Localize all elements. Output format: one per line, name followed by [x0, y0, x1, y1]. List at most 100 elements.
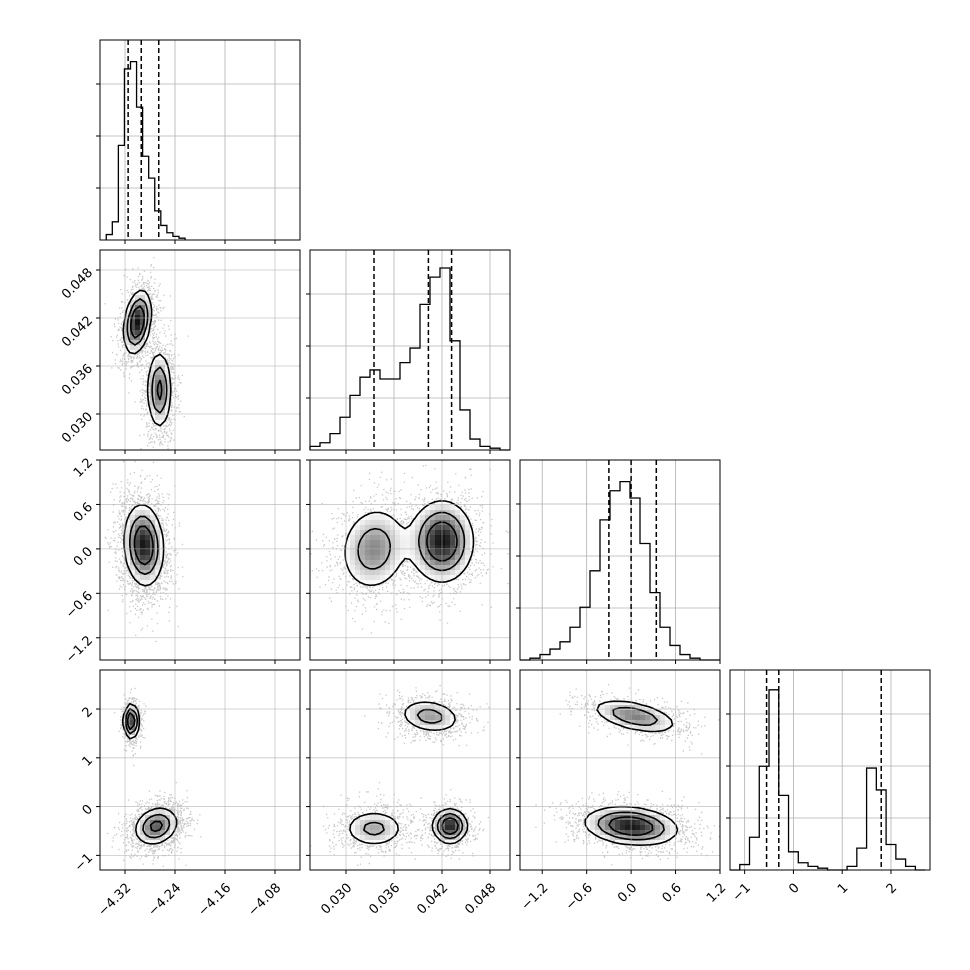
panel-3-2-density-cell: [660, 725, 666, 731]
panel-3-2-density-cell: [640, 840, 646, 846]
panel-2-0-density-cell: [145, 575, 151, 581]
panel-2-1-density-cell: [445, 510, 451, 516]
panel-2-1-density-cell: [450, 505, 456, 511]
panel-3-2-contour-2: [608, 816, 654, 836]
panel-3-2-density-cell: [645, 810, 651, 816]
panel-3-2-scatter-points: [535, 683, 720, 866]
panel-3-0-density-cell: [150, 815, 156, 821]
panel-3-1-density-cell: [455, 835, 461, 841]
panel-3-2-density-cell: [665, 830, 671, 836]
panel-2-1-density-cell: [390, 560, 396, 566]
panel-2-0-density-cell: [145, 580, 151, 586]
hist-2-frame: [519, 459, 721, 661]
panel-2-1-density-cell: [425, 510, 431, 516]
panel-3-2-density-cell: [615, 825, 621, 831]
panel-3-1-density-cell: [360, 815, 366, 821]
panel-3-2-density-cell: [620, 805, 626, 811]
panel-3-0-density-cell: [145, 815, 151, 821]
hist-0-bin: [118, 145, 124, 240]
panel-3-2-density-cell: [635, 705, 641, 711]
panel-3-1-density-cell: [355, 825, 361, 831]
panel-3-2-density-cell: [600, 705, 606, 711]
hist-0-bin: [143, 156, 149, 240]
hist-1-bin: [320, 443, 330, 450]
panel-2-0-density-cell: [145, 540, 151, 546]
panel-1-0-density-cell: [130, 325, 136, 331]
panel-2-1-density-cell: [445, 565, 451, 571]
panel-2-0-density-cell: [125, 560, 131, 566]
panel-2-1-density-cell: [350, 560, 356, 566]
panel-3-1-density-cell: [440, 830, 446, 836]
panel-1-0-density-cell: [130, 345, 136, 351]
panel-2-1-density-cell: [450, 575, 456, 581]
hist-1-frame: [309, 249, 511, 451]
panel-3-0-density-cell: [140, 815, 146, 821]
panel-2-1-content: [310, 460, 509, 634]
panel-2-1-density-cell: [425, 525, 431, 531]
panel-3-1-density-cell: [410, 715, 416, 721]
panel-2-1-density-cell: [415, 555, 421, 561]
panel-2-1-density-cell: [440, 515, 446, 521]
y-tick-label: 1.2: [71, 455, 96, 480]
panel-2-1-density-cell: [430, 530, 436, 536]
panel-3-0-density-cell: [150, 825, 156, 831]
panel-2-0-density-cell: [145, 515, 151, 521]
y-tick-label: 0.6: [71, 500, 96, 525]
y-tick-label: 0.042: [59, 313, 96, 350]
panel-3-1-density-cell: [365, 820, 371, 826]
panel-2-1-density-cell: [385, 565, 391, 571]
panel-2-1-density-cell: [370, 540, 376, 546]
panel-2-1-density-cell: [370, 555, 376, 561]
y-tick-label: 1: [80, 753, 96, 769]
hist-3-bin: [886, 845, 896, 870]
panel-3-2-density-cell: [635, 710, 641, 716]
hist-1-bin: [370, 370, 380, 450]
panel-2-1-density-cell: [430, 560, 436, 566]
panel-2-1-density-cell: [455, 555, 461, 561]
panel-2-0-density-cell: [125, 555, 131, 561]
panel-3-2-density-cell: [665, 825, 671, 831]
panel-3-2-density-cell: [645, 815, 651, 821]
panel-3-1-density-cell: [360, 825, 366, 831]
panel-2-0-density-cell: [130, 520, 136, 526]
x-tick-label: −4.24: [145, 881, 184, 920]
panel-2-1-density-cell: [375, 580, 381, 586]
panel-3-2-density-cell: [640, 720, 646, 726]
panel-2-1-density-cell: [440, 535, 446, 541]
panel-2-0-density-cell: [125, 545, 131, 551]
panel-2-1-density-cell: [365, 535, 371, 541]
panel-3-2-density-cell: [645, 835, 651, 841]
panel-2-1-density-cell: [380, 520, 386, 526]
panel-2-1-density-cell: [375, 530, 381, 536]
panel-2-1-density-cell: [455, 570, 461, 576]
panel-3-2-density-cell: [610, 835, 616, 841]
panel-3-2-content: [535, 683, 720, 866]
panel-2-1-density-cell: [430, 555, 436, 561]
panel-2-1-density-cell: [435, 535, 441, 541]
panel-2-1-density-cell: [350, 530, 356, 536]
panel-3-2-density-cell: [590, 825, 596, 831]
panel-1-0-density-cell: [125, 345, 131, 351]
panel-3-2-density-cell: [655, 840, 661, 846]
hist-3-bin: [798, 863, 808, 870]
panel-2-0-density-cell: [150, 570, 156, 576]
panel-3-1-content: [310, 684, 490, 866]
panel-2-1-density-cell: [395, 535, 401, 541]
panel-3-2-density-cell: [655, 825, 661, 831]
panel-3-2-density-cell: [645, 720, 651, 726]
panel-3-0-density-cell: [125, 730, 131, 736]
panel-3-1-density-cell: [450, 820, 456, 826]
panel-3-1-density-cell: [420, 725, 426, 731]
panel-2-1-density-cell: [375, 515, 381, 521]
panel-3-0-density-cell: [145, 835, 151, 841]
panel-2-1-density-cell: [385, 550, 391, 556]
panel-2-1-density-cell: [430, 510, 436, 516]
panel-2-1-density-cell: [435, 545, 441, 551]
panel-3-2-density-cell: [605, 815, 611, 821]
panel-3-0-contour-2: [126, 712, 163, 833]
panel-3-2-density-cell: [605, 710, 611, 716]
hist-2-bin: [650, 593, 660, 660]
panel-3-2-density-cell: [610, 815, 616, 821]
panel-3-2-density-cell: [635, 715, 641, 721]
panel-2-1-density-cell: [410, 540, 416, 546]
